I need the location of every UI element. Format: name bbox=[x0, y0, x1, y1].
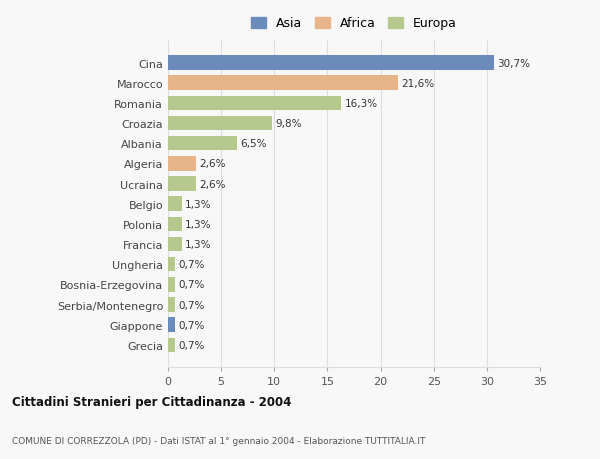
Bar bbox=[168, 117, 272, 131]
Text: COMUNE DI CORREZZOLA (PD) - Dati ISTAT al 1° gennaio 2004 - Elaborazione TUTTITA: COMUNE DI CORREZZOLA (PD) - Dati ISTAT a… bbox=[12, 436, 425, 445]
Text: 30,7%: 30,7% bbox=[497, 58, 530, 68]
Bar bbox=[168, 157, 196, 171]
Text: 1,3%: 1,3% bbox=[185, 219, 212, 230]
Text: 1,3%: 1,3% bbox=[185, 240, 212, 250]
Bar bbox=[168, 56, 494, 71]
Text: 0,7%: 0,7% bbox=[179, 320, 205, 330]
Text: 2,6%: 2,6% bbox=[199, 179, 226, 189]
Text: 6,5%: 6,5% bbox=[240, 139, 267, 149]
Bar bbox=[168, 217, 182, 232]
Bar bbox=[168, 76, 398, 91]
Bar bbox=[168, 96, 341, 111]
Bar bbox=[168, 137, 237, 151]
Bar bbox=[168, 177, 196, 191]
Text: 0,7%: 0,7% bbox=[179, 300, 205, 310]
Bar bbox=[168, 257, 175, 272]
Text: Cittadini Stranieri per Cittadinanza - 2004: Cittadini Stranieri per Cittadinanza - 2… bbox=[12, 396, 292, 409]
Bar bbox=[168, 338, 175, 353]
Legend: Asia, Africa, Europa: Asia, Africa, Europa bbox=[248, 15, 460, 33]
Text: 21,6%: 21,6% bbox=[401, 78, 434, 89]
Bar bbox=[168, 318, 175, 332]
Text: 0,7%: 0,7% bbox=[179, 340, 205, 350]
Text: 16,3%: 16,3% bbox=[344, 99, 377, 109]
Bar bbox=[168, 237, 182, 252]
Text: 9,8%: 9,8% bbox=[275, 119, 302, 129]
Text: 0,7%: 0,7% bbox=[179, 260, 205, 269]
Bar bbox=[168, 297, 175, 312]
Bar bbox=[168, 197, 182, 212]
Bar bbox=[168, 278, 175, 292]
Text: 0,7%: 0,7% bbox=[179, 280, 205, 290]
Text: 2,6%: 2,6% bbox=[199, 159, 226, 169]
Text: 1,3%: 1,3% bbox=[185, 199, 212, 209]
